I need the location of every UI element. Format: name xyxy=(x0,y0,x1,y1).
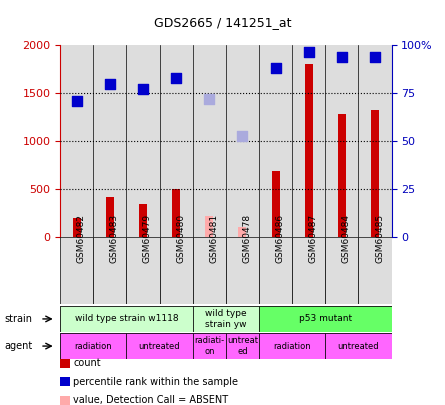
Bar xyxy=(126,45,160,237)
Bar xyxy=(359,45,392,237)
Text: GDS2665 / 141251_at: GDS2665 / 141251_at xyxy=(154,16,291,29)
Point xyxy=(239,133,246,139)
Text: GSM60479: GSM60479 xyxy=(143,214,152,264)
Bar xyxy=(160,45,193,237)
Point xyxy=(372,54,379,60)
Point xyxy=(272,64,279,71)
Point xyxy=(338,54,345,60)
FancyBboxPatch shape xyxy=(126,237,160,304)
Text: GSM60485: GSM60485 xyxy=(375,214,384,264)
Bar xyxy=(325,45,359,237)
Text: agent: agent xyxy=(4,341,32,351)
FancyBboxPatch shape xyxy=(325,237,359,304)
Bar xyxy=(172,189,180,237)
Point xyxy=(139,85,146,92)
Text: wild type strain w1118: wild type strain w1118 xyxy=(75,314,178,324)
Point xyxy=(173,75,180,81)
FancyBboxPatch shape xyxy=(93,237,126,304)
Text: GSM60481: GSM60481 xyxy=(209,214,218,264)
Text: radiation: radiation xyxy=(74,341,112,351)
Bar xyxy=(139,204,147,237)
Text: radiation: radiation xyxy=(273,341,311,351)
Text: untreated: untreated xyxy=(338,341,379,351)
Text: strain: strain xyxy=(4,314,32,324)
Text: GSM60480: GSM60480 xyxy=(176,214,185,264)
Bar xyxy=(259,45,292,237)
FancyBboxPatch shape xyxy=(193,237,226,304)
Bar xyxy=(60,396,70,405)
Text: count: count xyxy=(73,358,101,368)
Bar xyxy=(305,64,313,237)
FancyBboxPatch shape xyxy=(226,237,259,304)
Bar xyxy=(60,45,93,237)
Bar xyxy=(193,45,226,237)
Text: p53 mutant: p53 mutant xyxy=(299,314,352,324)
Text: GSM60478: GSM60478 xyxy=(243,214,251,264)
Text: wild type
strain yw: wild type strain yw xyxy=(205,309,247,328)
Bar xyxy=(73,218,81,237)
Text: GSM60484: GSM60484 xyxy=(342,214,351,263)
Bar xyxy=(93,45,126,237)
Text: GSM60482: GSM60482 xyxy=(77,214,85,263)
Text: GSM60486: GSM60486 xyxy=(275,214,284,264)
FancyBboxPatch shape xyxy=(160,237,193,304)
FancyBboxPatch shape xyxy=(60,237,93,304)
Point xyxy=(305,49,312,55)
FancyBboxPatch shape xyxy=(292,237,325,304)
Point xyxy=(73,98,80,104)
Text: percentile rank within the sample: percentile rank within the sample xyxy=(73,377,239,386)
Bar xyxy=(259,333,325,359)
Bar xyxy=(371,110,379,237)
Bar xyxy=(259,306,392,332)
Point xyxy=(206,96,213,102)
Text: value, Detection Call = ABSENT: value, Detection Call = ABSENT xyxy=(73,395,229,405)
Bar xyxy=(60,333,126,359)
Bar xyxy=(239,227,247,237)
Bar xyxy=(193,333,226,359)
Bar xyxy=(338,114,346,237)
Text: GSM60483: GSM60483 xyxy=(110,214,119,264)
Text: untreat
ed: untreat ed xyxy=(227,337,258,356)
Bar xyxy=(226,45,259,237)
FancyBboxPatch shape xyxy=(259,237,292,304)
Point xyxy=(106,81,113,87)
Bar xyxy=(325,333,392,359)
Text: GSM60487: GSM60487 xyxy=(309,214,318,264)
Bar xyxy=(193,306,259,332)
Text: untreated: untreated xyxy=(139,341,180,351)
Bar xyxy=(60,359,70,368)
Bar xyxy=(292,45,325,237)
Bar xyxy=(205,216,213,237)
Bar xyxy=(126,333,193,359)
Bar xyxy=(60,377,70,386)
FancyBboxPatch shape xyxy=(359,237,392,304)
Bar xyxy=(106,198,114,237)
Text: radiati-
on: radiati- on xyxy=(194,337,224,356)
Bar xyxy=(271,171,279,237)
Bar xyxy=(226,333,259,359)
Bar xyxy=(60,306,193,332)
